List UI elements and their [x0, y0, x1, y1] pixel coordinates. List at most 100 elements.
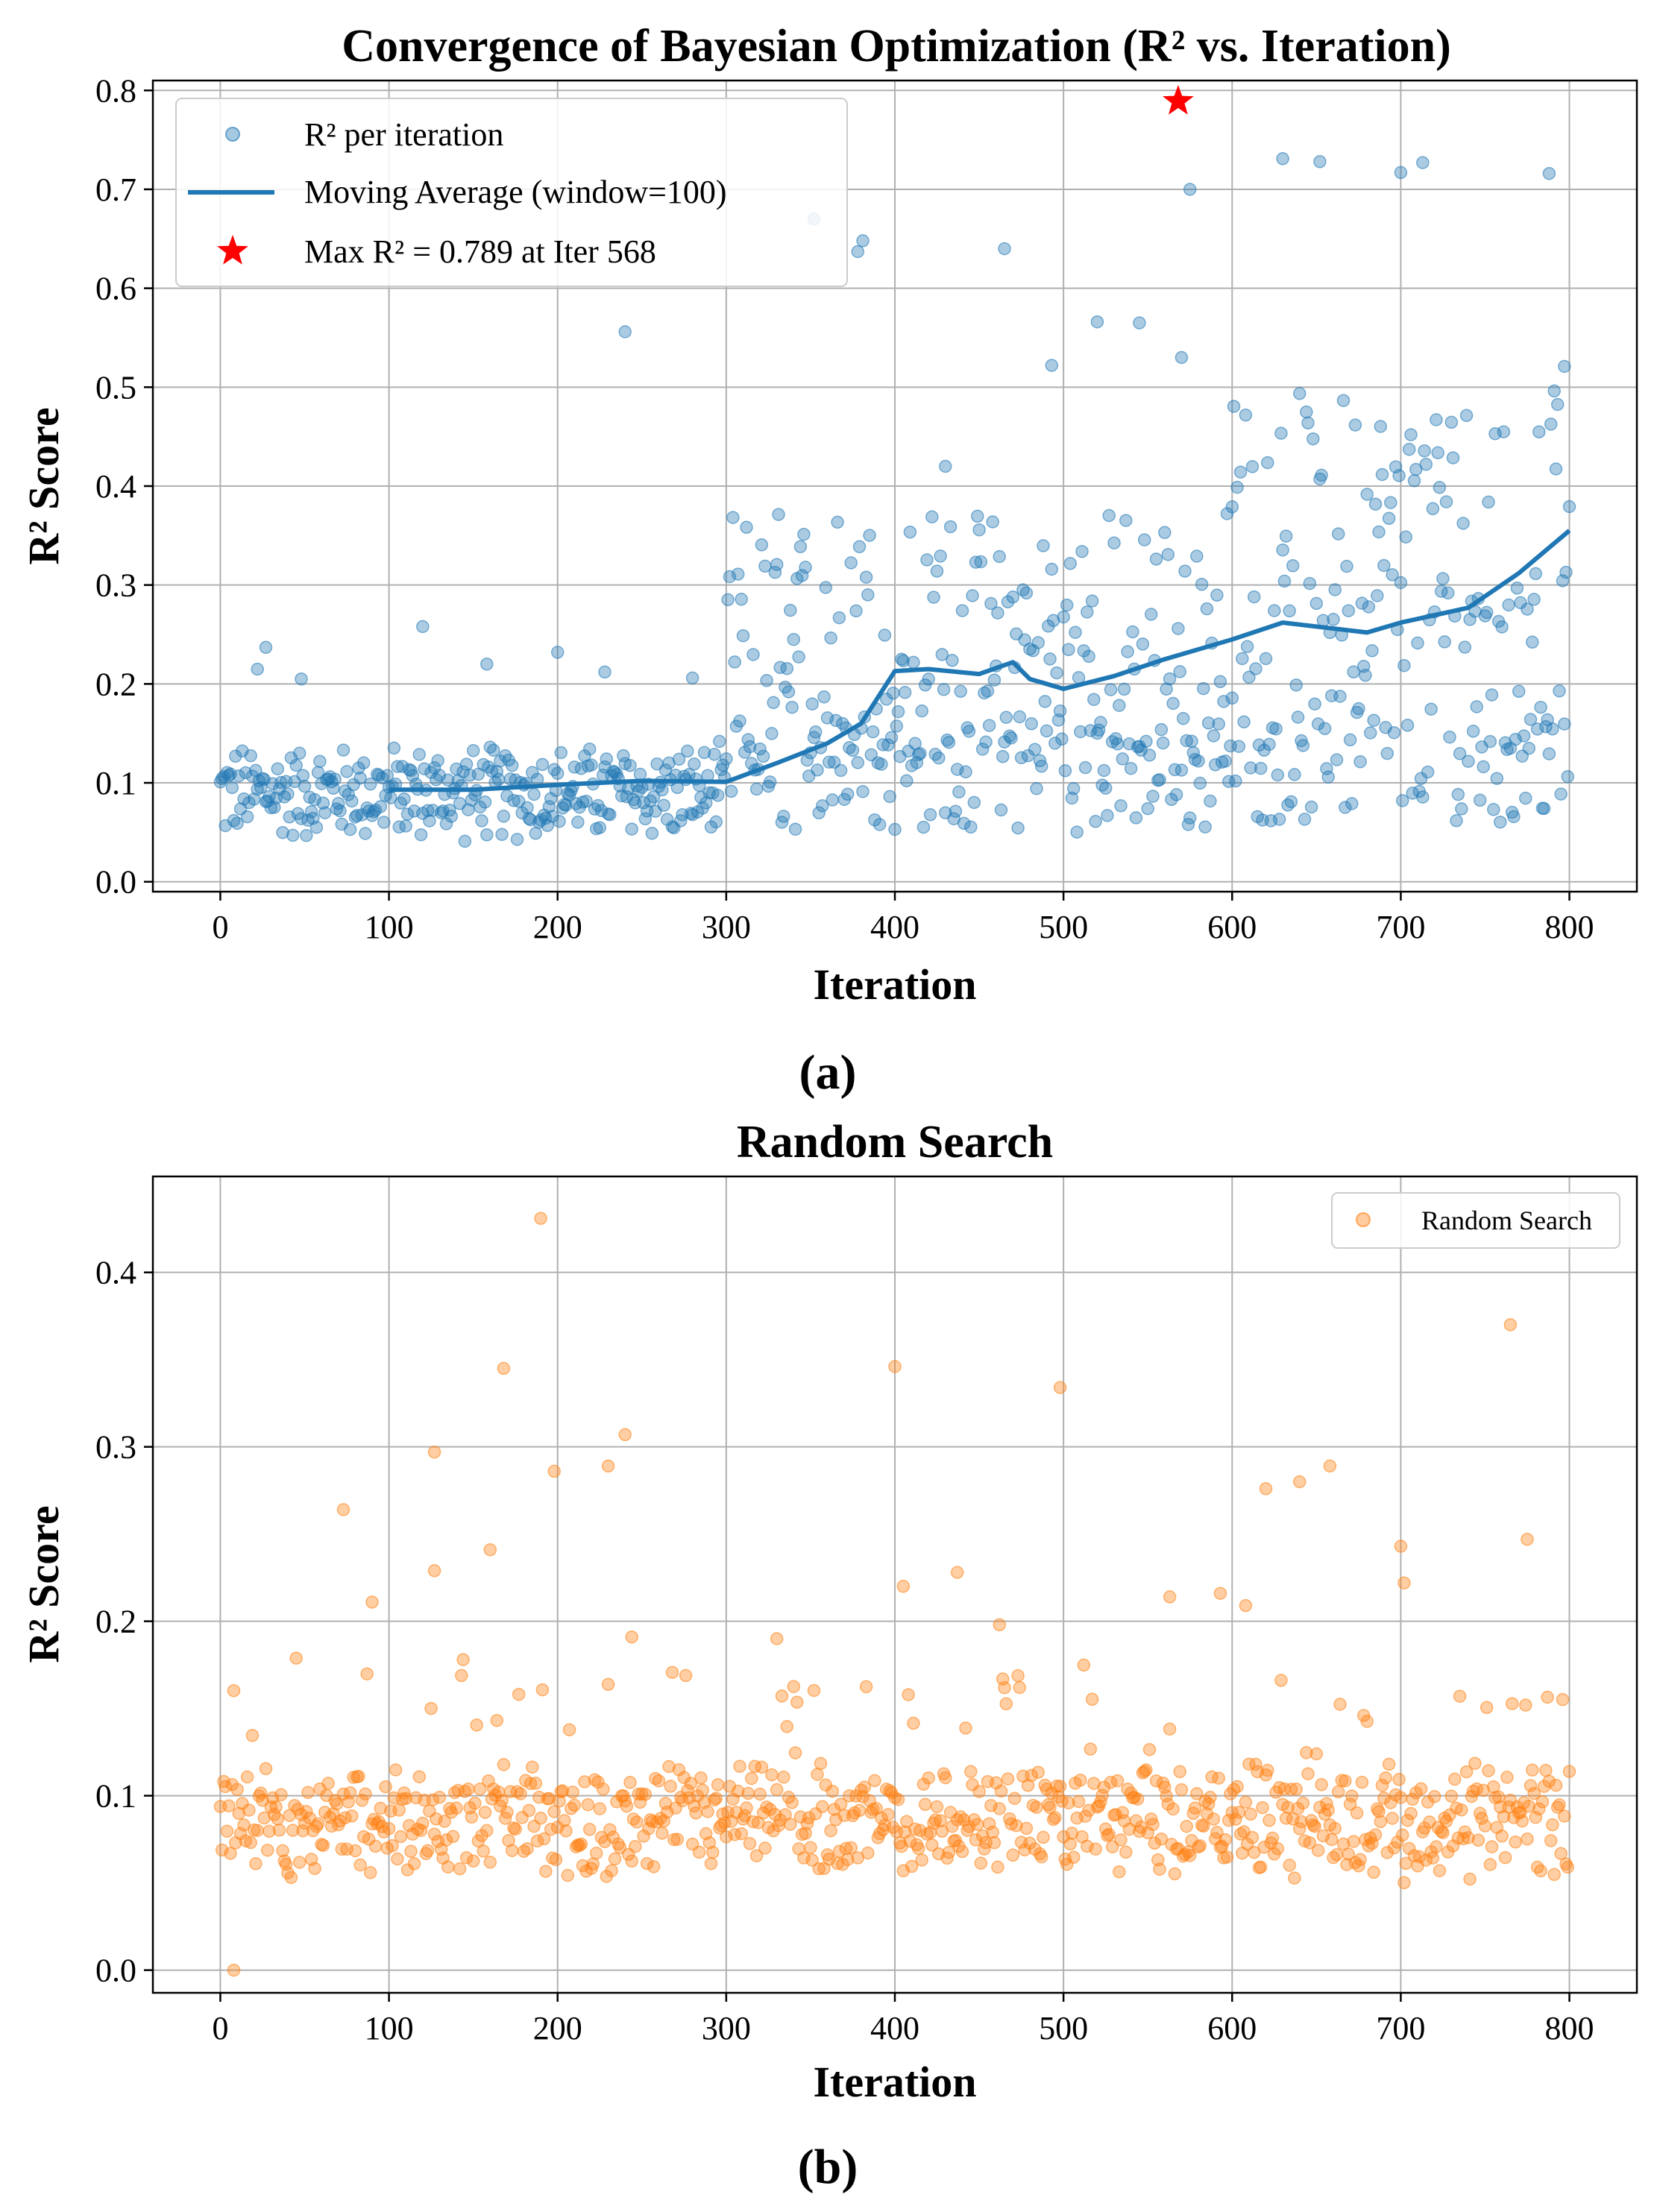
data-point: [1207, 1812, 1221, 1826]
y-tick-label-0.5: 0.5: [95, 369, 136, 406]
data-point: [478, 795, 492, 809]
data-point: [647, 790, 661, 804]
data-point: [438, 1815, 451, 1828]
x-tick-label-700: 700: [1376, 2010, 1425, 2046]
data-point: [756, 749, 770, 763]
data-point: [1336, 1837, 1351, 1851]
data-point: [505, 1844, 519, 1857]
data-point: [593, 1802, 607, 1815]
data-point: [240, 1770, 254, 1784]
data-point: [1030, 1800, 1043, 1814]
data-point: [439, 817, 453, 831]
data-point: [1459, 1765, 1474, 1779]
data-point: [1348, 418, 1362, 432]
data-point: [914, 1824, 927, 1838]
data-point: [343, 822, 357, 836]
data-point: [1193, 1838, 1207, 1853]
data-point: [1539, 1763, 1553, 1777]
data-point-outlier: [547, 1464, 561, 1478]
data-point: [261, 1843, 274, 1857]
data-point: [915, 704, 928, 718]
data-point: [861, 588, 875, 602]
data-point: [625, 1854, 638, 1868]
data-point: [466, 744, 480, 757]
data-point: [296, 1824, 310, 1838]
data-point: [987, 1836, 1002, 1850]
data-point: [1110, 737, 1125, 751]
data-point: [1327, 613, 1340, 626]
data-point: [497, 810, 511, 823]
data-point: [1441, 586, 1455, 600]
data-point: [780, 661, 794, 675]
data-point: [1013, 1680, 1027, 1695]
data-point: [1117, 682, 1131, 696]
data-point: [230, 816, 244, 831]
x-tick-label-100: 100: [365, 2010, 414, 2046]
data-point: [1544, 417, 1558, 431]
data-point: [740, 520, 753, 535]
data-point: [1411, 636, 1424, 650]
data-point: [1466, 725, 1480, 738]
data-point: [1558, 1809, 1571, 1823]
data-point: [849, 604, 863, 618]
data-point: [296, 769, 310, 782]
data-point: [1165, 793, 1178, 807]
data-point: [603, 1823, 617, 1836]
data-point: [458, 834, 472, 848]
data-point: [1045, 1786, 1059, 1800]
data-point: [784, 1818, 797, 1831]
data-point: [355, 1794, 369, 1807]
data-point: [433, 1791, 447, 1804]
data-point: [500, 1805, 514, 1819]
data-point: [974, 555, 988, 569]
data-point: [872, 818, 887, 831]
data-point: [959, 765, 972, 779]
data-point-outlier: [625, 1630, 638, 1644]
data-point: [1547, 384, 1561, 398]
data-point: [1487, 803, 1500, 816]
data-point: [539, 1865, 553, 1878]
data-point-outlier: [618, 325, 632, 338]
data-point: [1097, 1780, 1111, 1795]
data-point: [1169, 788, 1183, 801]
data-point: [343, 1786, 357, 1800]
panel-b-x-label: Iteration: [813, 2058, 976, 2106]
data-point: [709, 1792, 723, 1805]
data-point: [284, 1871, 298, 1885]
data-point: [1296, 1796, 1310, 1810]
data-point: [1055, 732, 1069, 746]
data-point: [1188, 1801, 1202, 1815]
data-point: [811, 763, 824, 777]
data-point: [245, 1729, 260, 1742]
data-point: [356, 756, 371, 770]
data-point: [1272, 813, 1286, 826]
data-point: [1288, 768, 1301, 781]
legend-rs-marker: [1356, 1212, 1371, 1227]
data-point: [1424, 702, 1438, 716]
data-point: [480, 1824, 494, 1838]
data-point: [1066, 782, 1081, 795]
data-point: [1427, 1790, 1441, 1803]
data-point: [814, 1756, 828, 1771]
data-point-outlier: [1394, 1540, 1408, 1553]
data-point: [559, 1824, 573, 1838]
data-point: [225, 781, 239, 795]
data-point: [1535, 1795, 1550, 1809]
data-point: [535, 1683, 550, 1697]
data-point: [911, 1841, 925, 1856]
data-point: [1303, 576, 1317, 590]
data-point: [630, 1815, 644, 1829]
data-point: [1048, 737, 1062, 750]
data-point: [1274, 426, 1288, 440]
data-point: [503, 1785, 518, 1798]
data-point: [788, 1746, 802, 1759]
data-point: [1561, 769, 1575, 784]
data-point: [1526, 635, 1539, 649]
data-point: [793, 540, 808, 554]
data-point: [1003, 729, 1016, 743]
data-point: [662, 1759, 676, 1774]
data-point: [1279, 1812, 1293, 1825]
data-point: [251, 1824, 264, 1837]
data-point: [1230, 480, 1244, 494]
data-point: [347, 778, 360, 792]
